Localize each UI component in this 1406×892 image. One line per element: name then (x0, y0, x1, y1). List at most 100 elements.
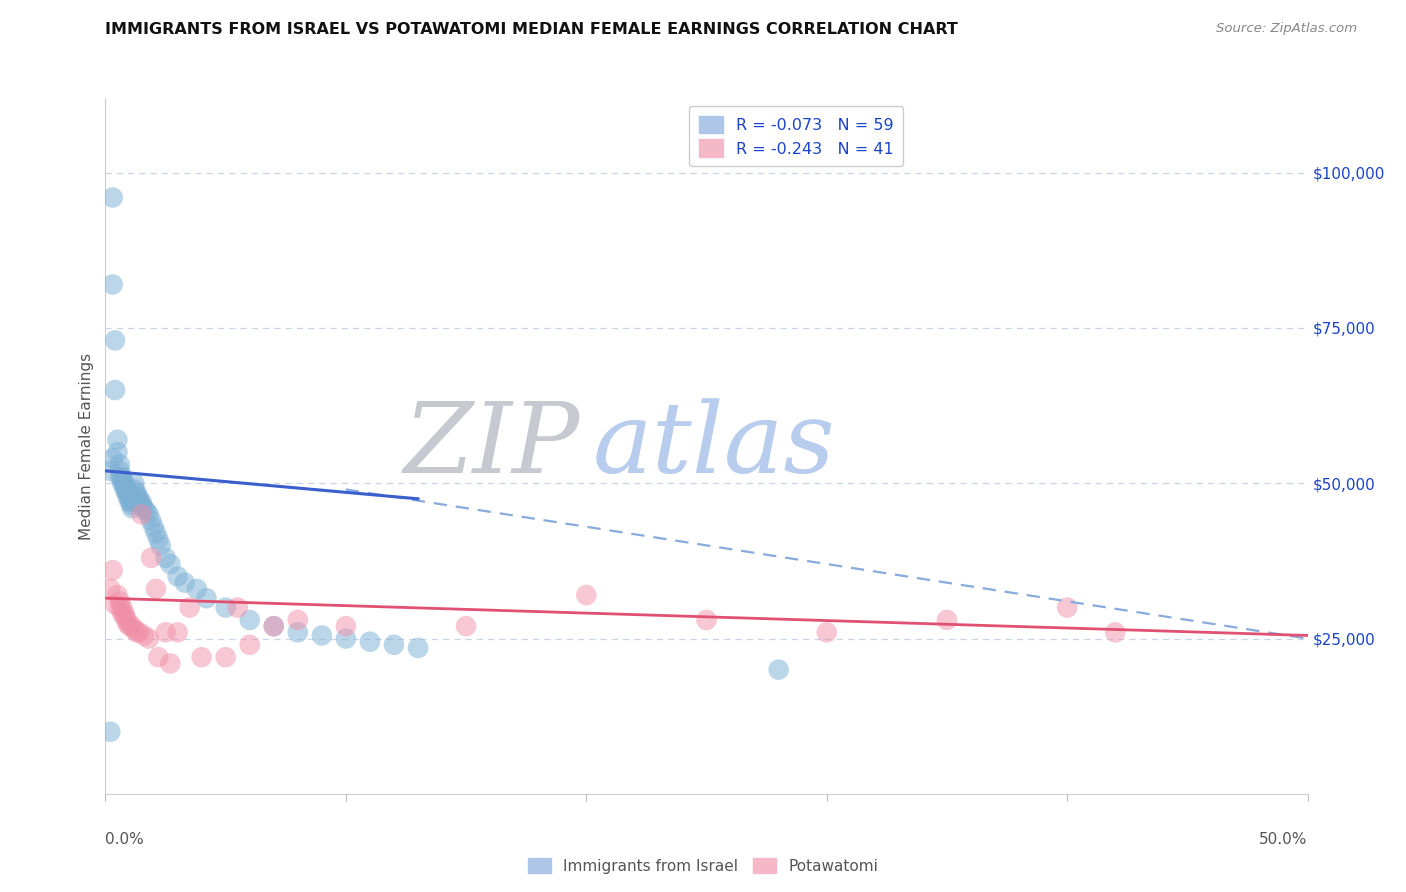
Point (936, 613, 959, 627)
Point (118, 619, 141, 633)
Point (131, 508, 153, 522)
Point (131, 495, 153, 509)
Point (121, 495, 143, 509)
Point (124, 483, 146, 497)
Legend: R = -0.073   N = 59, R = -0.243   N = 41: R = -0.073 N = 59, R = -0.243 N = 41 (689, 106, 903, 167)
Point (101, 451, 124, 466)
Text: Source: ZipAtlas.com: Source: ZipAtlas.com (1216, 22, 1357, 36)
Point (114, 483, 136, 497)
Point (114, 479, 136, 493)
Point (118, 489, 141, 503)
Point (131, 498, 153, 512)
Point (148, 650, 170, 665)
Point (114, 610, 136, 624)
Point (138, 508, 160, 522)
Point (287, 625, 309, 640)
Point (115, 615, 138, 630)
Point (115, 489, 138, 503)
Point (98, 724, 121, 739)
Point (159, 557, 181, 571)
Point (115, 483, 138, 497)
Point (226, 600, 249, 615)
Point (148, 532, 170, 546)
Point (159, 657, 181, 671)
Point (815, 625, 838, 640)
Point (107, 445, 129, 459)
Point (173, 575, 195, 590)
Point (128, 495, 150, 509)
Point (166, 569, 188, 583)
Point (145, 582, 167, 596)
Point (114, 476, 136, 491)
Point (121, 501, 143, 516)
Text: atlas: atlas (592, 399, 835, 493)
Point (155, 625, 177, 640)
Point (121, 619, 143, 633)
Point (195, 591, 218, 606)
Point (214, 650, 236, 665)
Point (125, 625, 148, 640)
Point (575, 588, 598, 602)
Point (108, 470, 131, 484)
Point (142, 520, 165, 534)
Point (179, 600, 201, 615)
Point (263, 619, 285, 633)
Point (98, 464, 121, 478)
Point (139, 514, 162, 528)
Point (101, 563, 124, 577)
Point (132, 501, 155, 516)
Point (145, 525, 167, 540)
Point (125, 489, 148, 503)
Legend: Immigrants from Israel, Potawatomi: Immigrants from Israel, Potawatomi (522, 852, 884, 880)
Point (166, 625, 188, 640)
Y-axis label: Median Female Earnings: Median Female Earnings (79, 352, 94, 540)
Point (138, 632, 160, 646)
Point (214, 600, 236, 615)
Point (111, 470, 134, 484)
Point (111, 607, 134, 621)
Point (132, 628, 155, 642)
Point (111, 476, 134, 491)
Point (287, 613, 309, 627)
Point (186, 582, 208, 596)
Point (335, 619, 357, 633)
Text: 0.0%: 0.0% (105, 832, 145, 847)
Point (104, 598, 127, 612)
Point (101, 277, 124, 292)
Point (114, 607, 136, 621)
Point (115, 485, 138, 500)
Point (1104, 625, 1126, 640)
Point (139, 550, 162, 565)
Point (118, 495, 141, 509)
Point (382, 638, 405, 652)
Point (239, 638, 262, 652)
Point (124, 476, 146, 491)
Point (108, 594, 131, 608)
Text: IMMIGRANTS FROM ISRAEL VS POTAWATOMI MEDIAN FEMALE EARNINGS CORRELATION CHART: IMMIGRANTS FROM ISRAEL VS POTAWATOMI MED… (105, 22, 959, 37)
Text: 50.0%: 50.0% (1260, 832, 1308, 847)
Point (125, 485, 148, 500)
Point (190, 650, 212, 665)
Point (108, 600, 131, 615)
Point (359, 634, 381, 648)
Point (263, 619, 285, 633)
Point (107, 588, 129, 602)
Text: ZIP: ZIP (404, 399, 581, 493)
Point (1056, 600, 1078, 615)
Point (121, 498, 143, 512)
Point (98, 582, 121, 596)
Point (101, 190, 124, 204)
Point (104, 383, 127, 397)
Point (311, 628, 333, 642)
Point (111, 473, 134, 487)
Point (111, 600, 134, 615)
Point (115, 613, 138, 627)
Point (108, 458, 131, 472)
Point (128, 625, 150, 640)
Point (454, 619, 477, 633)
Point (104, 334, 127, 348)
Point (239, 613, 262, 627)
Point (768, 663, 790, 677)
Point (135, 504, 157, 518)
Point (335, 632, 357, 646)
